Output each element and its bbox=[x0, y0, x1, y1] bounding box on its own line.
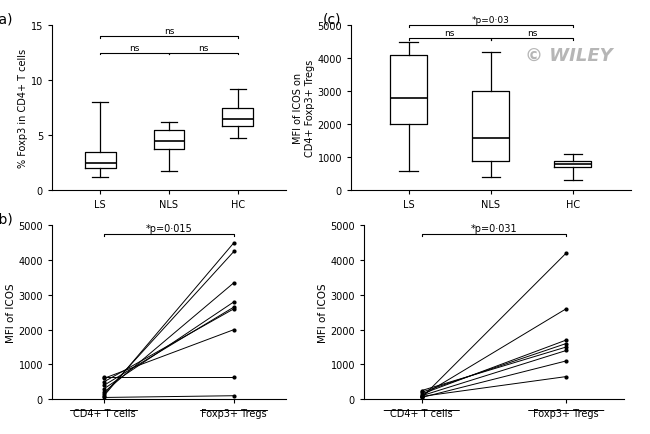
Text: ns: ns bbox=[198, 44, 209, 53]
Text: ns: ns bbox=[164, 27, 174, 36]
Text: (c): (c) bbox=[323, 13, 341, 27]
Y-axis label: MFI of ICOS: MFI of ICOS bbox=[6, 283, 16, 342]
Text: (b): (b) bbox=[0, 212, 13, 226]
Text: ns: ns bbox=[445, 30, 455, 38]
Text: *p=0·031: *p=0·031 bbox=[471, 224, 517, 233]
Y-axis label: MFI of ICOS on
CD4+ Foxp3+ Tregs: MFI of ICOS on CD4+ Foxp3+ Tregs bbox=[293, 60, 315, 157]
Text: *p=0·015: *p=0·015 bbox=[146, 224, 192, 233]
Text: *p=0·03: *p=0·03 bbox=[472, 16, 510, 25]
Text: © WILEY: © WILEY bbox=[525, 47, 613, 65]
Y-axis label: MFI of ICOS: MFI of ICOS bbox=[318, 283, 328, 342]
Text: ns: ns bbox=[129, 44, 140, 53]
Y-axis label: % Foxp3 in CD4+ T cells: % Foxp3 in CD4+ T cells bbox=[18, 49, 28, 168]
Text: ns: ns bbox=[526, 30, 537, 38]
Text: (a): (a) bbox=[0, 13, 13, 27]
